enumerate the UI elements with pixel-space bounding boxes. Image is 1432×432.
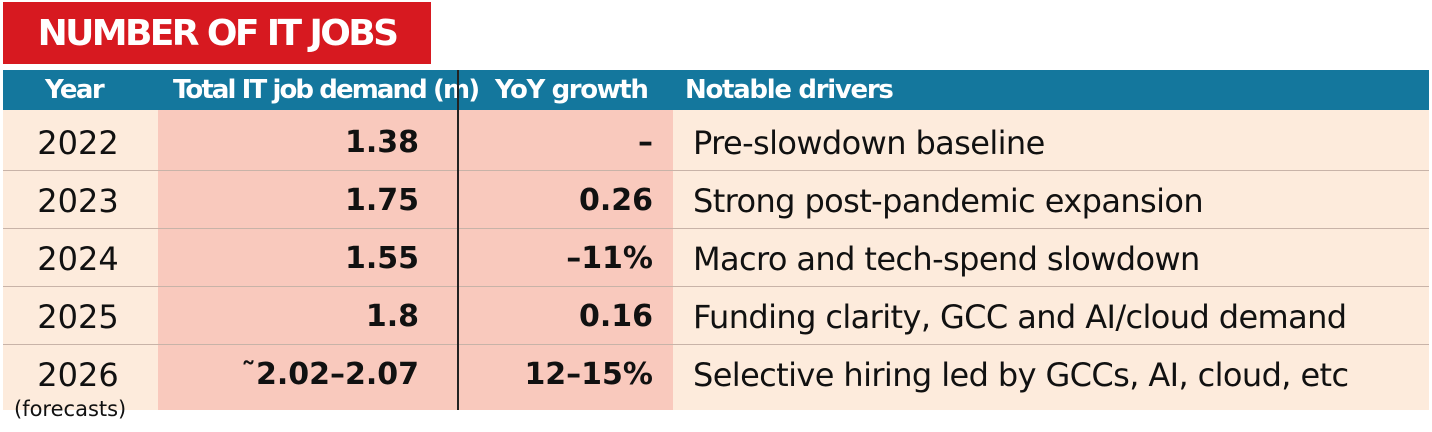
year-cell: 2025 <box>37 298 119 336</box>
table-row: 2024 1.55 –11% Macro and tech-spend slow… <box>3 230 1429 288</box>
demand-value: 1.55 <box>344 241 419 276</box>
it-jobs-table: Year Total IT job demand (m) YoY growth … <box>3 70 1429 410</box>
header-year: Year <box>45 75 105 105</box>
chart-title: NUMBER OF IT JOBS <box>3 2 431 64</box>
driver-text: Macro and tech-spend slowdown <box>693 240 1200 278</box>
growth-value: – <box>638 125 653 160</box>
table-row: 2026 ˜2.02–2.07 12–15% Selective hiring … <box>3 346 1429 404</box>
table-row: 2025 1.8 0.16 Funding clarity, GCC and A… <box>3 288 1429 346</box>
forecast-note: (forecasts) <box>14 397 127 421</box>
driver-text: Strong post-pandemic expansion <box>693 182 1204 220</box>
driver-text: Pre-slowdown baseline <box>693 124 1045 162</box>
header-notable-drivers: Notable drivers <box>685 75 894 105</box>
table-row: 2023 1.75 0.26 Strong post-pandemic expa… <box>3 172 1429 230</box>
table-row: 2022 1.38 – Pre-slowdown baseline <box>3 114 1429 172</box>
demand-value: 1.38 <box>344 125 419 160</box>
row-divider <box>3 228 1429 229</box>
driver-text: Selective hiring led by GCCs, AI, cloud,… <box>693 356 1349 394</box>
table-header: Year Total IT job demand (m) YoY growth … <box>3 70 1429 110</box>
year-cell: 2024 <box>37 240 119 278</box>
column-divider <box>457 70 459 410</box>
growth-value: –11% <box>566 241 653 276</box>
driver-text: Funding clarity, GCC and AI/cloud demand <box>693 298 1347 336</box>
header-yoy-growth: YoY growth <box>495 75 649 105</box>
row-divider <box>3 170 1429 171</box>
demand-value: ˜2.02–2.07 <box>240 357 419 392</box>
growth-value: 12–15% <box>524 357 653 392</box>
growth-column-highlight <box>459 110 673 410</box>
year-cell: 2022 <box>37 124 119 162</box>
row-divider <box>3 344 1429 345</box>
header-total-demand: Total IT job demand (m) <box>173 75 480 105</box>
year-cell: 2023 <box>37 182 119 220</box>
demand-column-highlight <box>158 110 459 410</box>
demand-value: 1.75 <box>344 183 419 218</box>
growth-value: 0.26 <box>578 183 653 218</box>
demand-value: 1.8 <box>365 299 419 334</box>
year-cell: 2026 <box>37 356 119 394</box>
growth-value: 0.16 <box>578 299 653 334</box>
row-divider <box>3 286 1429 287</box>
